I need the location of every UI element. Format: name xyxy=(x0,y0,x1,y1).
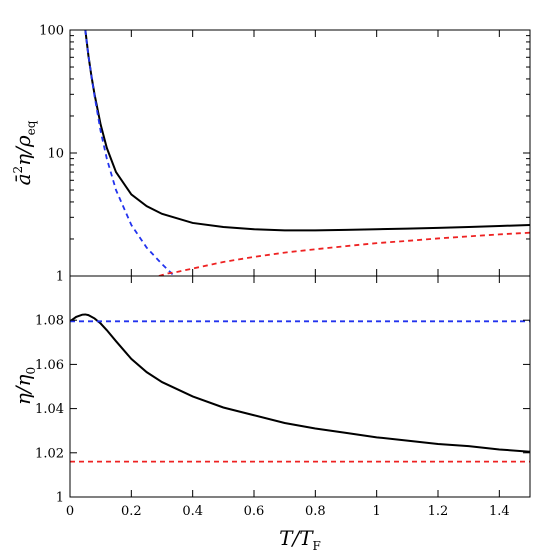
top-series-dashed-2 xyxy=(158,231,530,276)
bottom-y-tick-label: 1.02 xyxy=(35,446,64,461)
x-tick-label: 1 xyxy=(373,504,381,519)
svg-text:ā2η/ρeq: ā2η/ρeq xyxy=(11,120,38,185)
x-tick-label: 0.4 xyxy=(182,504,203,519)
top-y-tick-label: 10 xyxy=(47,147,64,162)
bottom-plot-frame xyxy=(69,275,531,498)
x-tick-label: 1.2 xyxy=(428,504,449,519)
svg-text:T/TF: T/TF xyxy=(279,526,321,553)
bottom-panel: 1 1.02 1.04 1.06 1.08 0 0.2 0.4 0.6 0.8 1 1.2 1.4 xyxy=(35,275,531,519)
top-y-axis-label: ā2η/ρeq xyxy=(11,120,38,185)
top-series-solid-0 xyxy=(84,30,530,232)
x-tick-label: 0.8 xyxy=(305,504,326,519)
bottom-y-tick-label: 1 xyxy=(56,491,64,506)
x-tick-label: 0.2 xyxy=(121,504,142,519)
top-y-tick-label: 1 xyxy=(56,270,64,285)
bottom-y-tick-label: 1.06 xyxy=(35,358,64,373)
top-plot-frame xyxy=(69,29,531,277)
top-series-dashed-1 xyxy=(84,30,175,276)
bottom-series-solid-0 xyxy=(70,313,530,453)
x-tick-label: 1.4 xyxy=(489,504,510,519)
bottom-y-tick-label: 1.04 xyxy=(35,402,64,417)
svg-text:η/η0: η/η0 xyxy=(11,367,38,405)
x-tick-label: 0 xyxy=(66,504,74,519)
top-panel: 1 10 100 xyxy=(39,24,531,285)
top-y-tick-label: 100 xyxy=(39,24,64,39)
bottom-y-tick-label: 1.08 xyxy=(35,314,64,329)
x-tick-label: 0.6 xyxy=(244,504,265,519)
bottom-y-axis-label: η/η0 xyxy=(11,367,38,405)
x-axis-label: T/TF xyxy=(279,526,321,553)
